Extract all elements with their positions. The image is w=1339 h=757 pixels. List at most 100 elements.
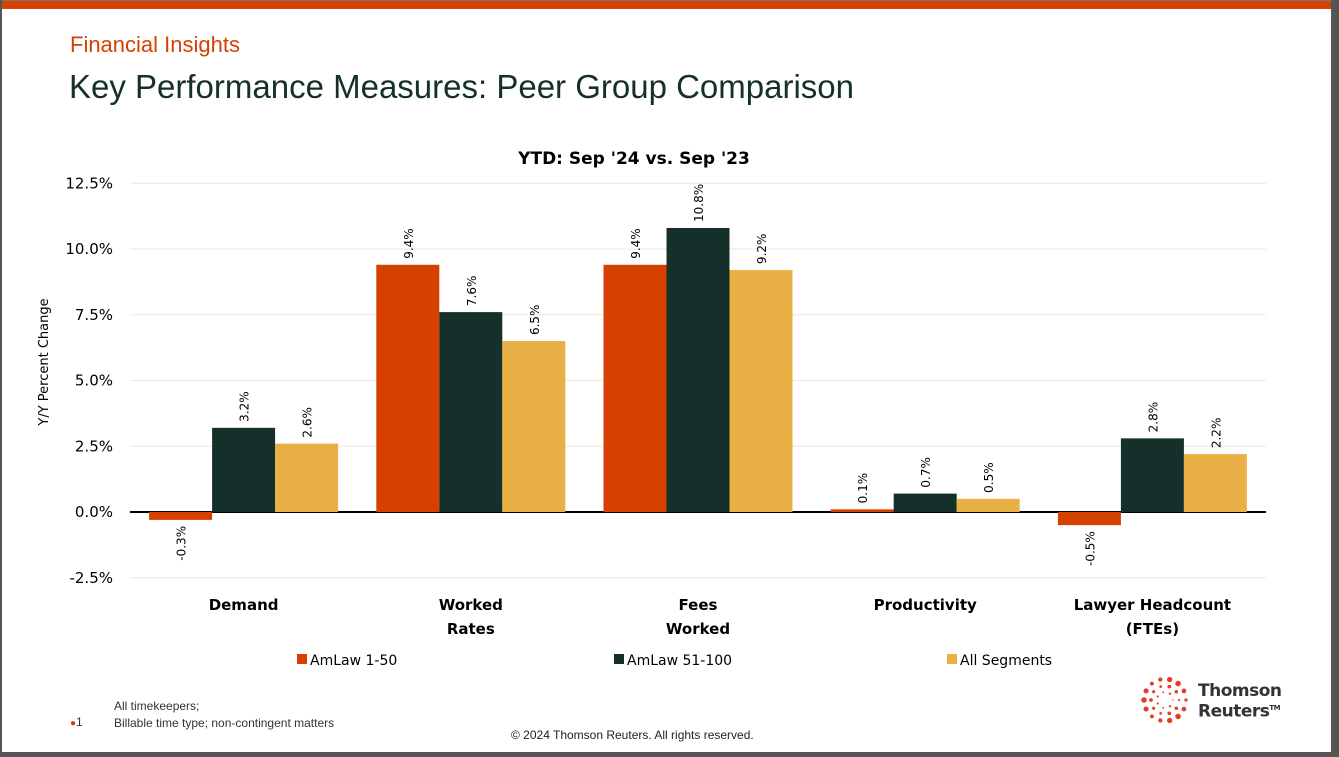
data-label: 9.4% [629,228,643,259]
x-tick-label: Rates [447,620,495,638]
bar [666,227,730,512]
data-label: 7.6% [465,276,479,307]
y-tick-label: 7.5% [75,306,113,324]
logo-dot [1159,711,1163,715]
bar [956,498,1020,512]
logo-dot [1156,702,1159,705]
data-label: 0.5% [982,462,996,493]
page-title: Key Performance Measures: Peer Group Com… [69,68,855,105]
logo-dot [1158,718,1163,723]
legend-label: All Segments [960,653,1052,669]
logo-dot [1168,705,1172,708]
logo-dot [1149,714,1154,719]
logo-dot [1159,685,1163,689]
logo-dot [1141,697,1147,703]
legend-label: AmLaw 51-100 [627,653,732,669]
logo-dot [1167,684,1172,689]
logo-dot [1152,706,1156,710]
logo-dot [1175,680,1181,687]
y-tick-label: 5.0% [75,372,113,390]
logo-dot [1149,681,1154,686]
y-tick-label: 12.5% [65,174,113,192]
bar [376,264,440,512]
data-label: 0.7% [919,457,933,488]
copyright-text: © 2024 Thomson Reuters. All rights reser… [511,728,754,742]
footnote-line-1: All timekeepers; [114,699,200,713]
data-label: 10.8% [692,184,706,222]
top-accent-bar [2,0,1331,9]
footnote: All timekeepers; Billable time type; non… [114,698,334,732]
logo-tm: TM [1269,704,1281,712]
logo-dot [1156,695,1159,698]
bar [1057,512,1121,526]
logo-dot [1149,698,1153,702]
data-label: 3.2% [238,391,252,422]
logo-dot [1168,692,1172,695]
logo-dot [1162,691,1165,694]
logo-dot [1152,690,1156,694]
logo-dot [1184,698,1188,702]
legend-swatch [297,654,307,664]
bar [1120,438,1184,512]
x-tick-label: Worked [439,596,503,614]
data-label: 9.2% [755,234,769,265]
logo-dot [1181,688,1187,694]
data-label: -0.5% [1083,531,1097,566]
bar [212,427,276,512]
bullet-dot-icon: ● [70,718,77,729]
x-tick-label: (FTEs) [1126,620,1179,638]
chart-title: YTD: Sep '24 vs. Sep '23 [517,149,750,169]
x-tick-label: Lawyer Headcount [1074,596,1231,614]
logo-dot [1166,717,1173,724]
logo-dot [1143,688,1149,694]
data-label: 2.2% [1209,418,1223,449]
x-tick-label: Demand [209,596,279,614]
bar [502,341,566,512]
bar [439,312,503,512]
logo-line-1: Thomson [1198,681,1282,701]
data-label: -0.3% [175,526,189,561]
logo-dot [1177,698,1181,702]
dotted-circle-logo-icon [1141,676,1188,724]
bar [830,509,894,512]
footnote-line-2: Billable time type; non-contingent matte… [114,716,335,730]
logo-dot [1167,711,1172,716]
logo-dot [1181,706,1187,712]
bar [275,443,339,512]
data-label: 2.6% [301,407,315,438]
section-kicker: Financial Insights [70,32,240,57]
y-tick-label: -2.5% [69,569,113,587]
x-tick-label: Worked [666,620,730,638]
x-tick-label: Productivity [874,596,977,614]
logo-line-2: Reuters [1198,701,1270,722]
bar [149,512,213,520]
logo-dot [1158,677,1163,682]
y-tick-label: 2.5% [75,437,113,455]
bar [603,264,667,512]
bar [893,493,957,512]
data-label: 6.5% [528,305,542,336]
data-label: 9.4% [402,228,416,259]
data-label: 2.8% [1146,402,1160,433]
logo-dot [1143,706,1149,712]
data-label: 0.1% [856,473,870,504]
legend-label: AmLaw 1-50 [310,653,397,669]
logo-dot [1172,699,1174,701]
x-tick-label: Fees [679,596,718,614]
legend-swatch [947,654,957,664]
legend-swatch [614,654,624,664]
logo-dot [1162,706,1165,709]
footnote-bullet: ●1 [70,715,83,729]
y-tick-label: 10.0% [65,240,113,258]
footnote-number: 1 [76,715,83,729]
bar [729,270,793,512]
thomson-reuters-logo: Thomson ReutersTM [1140,675,1290,725]
logo-dot [1166,676,1173,683]
logo-dot [1174,690,1179,694]
bar [1183,454,1247,512]
y-tick-label: 0.0% [75,503,113,521]
logo-dot [1174,706,1179,710]
y-axis-label: Y/Y Percent Change [37,298,52,426]
logo-dot [1175,713,1181,720]
